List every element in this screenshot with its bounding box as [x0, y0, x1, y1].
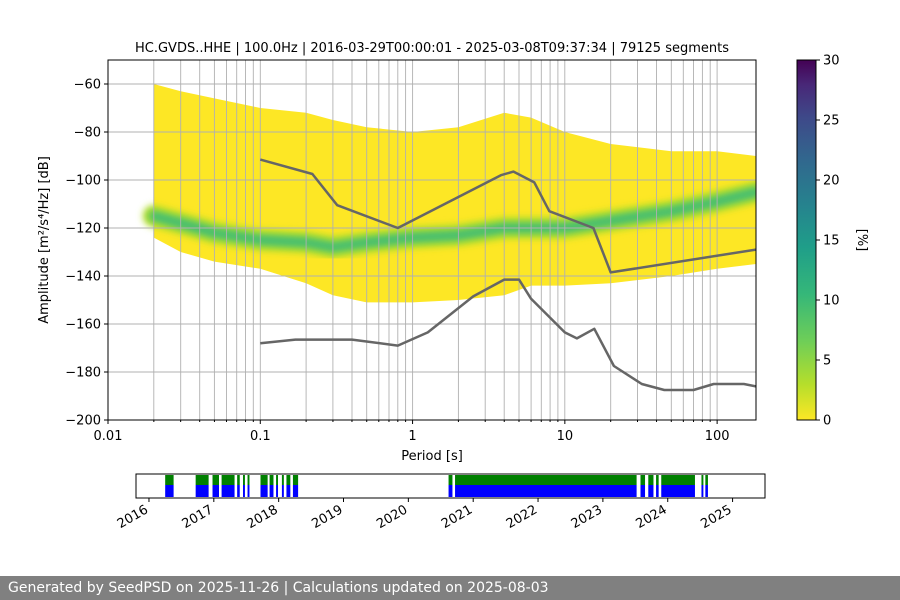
coverage-bar-top: [656, 475, 659, 485]
coverage-bar-bottom: [165, 485, 174, 497]
colorbar-tick-label: 25: [823, 114, 840, 129]
coverage-bar-bottom: [221, 485, 235, 497]
coverage-bar-bottom: [640, 485, 646, 497]
footer: Generated by SeedPSD on 2025-11-26 | Cal…: [0, 576, 900, 600]
year-tick-label: 2020: [374, 502, 410, 532]
year-tick-label: 2025: [698, 502, 734, 532]
x-tick-label: 0.1: [250, 429, 271, 444]
psd-mode-band: [151, 189, 756, 250]
coverage-bar-bottom: [237, 485, 240, 497]
chart-title: HC.GVDS..HHE | 100.0Hz | 2016-03-29T00:0…: [135, 41, 729, 56]
x-axis-label: Period [s]: [401, 449, 463, 464]
grid: [108, 60, 756, 420]
plot-frame: [107, 59, 757, 421]
coverage-bar-bottom: [648, 485, 654, 497]
y-tick-label: −60: [74, 78, 101, 93]
coverage-bar-top: [195, 475, 209, 485]
colorbar-tick-label: 15: [823, 234, 840, 249]
psd-density: [142, 84, 756, 303]
coverage-bar-bottom: [247, 485, 250, 497]
colorbar: [796, 59, 817, 421]
colorbar-tick-label: 20: [823, 174, 840, 189]
coverage-bar-top: [212, 475, 220, 485]
high-noise-model-line: [259, 158, 756, 274]
x-tick-label: 0.01: [94, 429, 123, 444]
coverage-bar-bottom: [286, 485, 291, 497]
coverage-bar-top: [221, 475, 235, 485]
coverage-bar-top: [705, 475, 708, 485]
y-tick-label: −180: [65, 366, 101, 381]
year-tick-label: 2017: [180, 502, 216, 532]
x-axis-ticks: 0.01 0.1 1 10 100: [94, 420, 730, 444]
coverage-bar-top: [286, 475, 291, 485]
coverage-bar-bottom: [269, 485, 274, 497]
y-tick-label: −80: [74, 126, 101, 141]
year-tick-label: 2018: [245, 502, 281, 532]
coverage-bar-bottom: [260, 485, 268, 497]
colorbar-tick-label: 5: [823, 354, 831, 369]
y-axis-ticks: −60 −80 −100 −120 −140 −160 −180 −200: [65, 78, 108, 429]
coverage-bar-bottom: [292, 485, 299, 497]
noise-model-lines: [259, 158, 756, 392]
coverage-bar-top: [247, 475, 250, 485]
coverage-bar-bottom: [212, 485, 220, 497]
year-tick-label: 2023: [569, 502, 605, 532]
year-tick-label: 2019: [309, 502, 345, 532]
colorbar-tick-label: 30: [823, 54, 840, 69]
coverage-bars: [165, 475, 708, 497]
coverage-bar-top: [269, 475, 274, 485]
coverage-bar-bottom: [701, 485, 704, 497]
coverage-bar-top: [292, 475, 299, 485]
plot-area: [108, 60, 756, 420]
coverage-year-ticks: 2016 2017 2018 2019 2020 2021 2022 2023 2024 2025: [115, 498, 735, 532]
colorbar-ticks: 0 5 10 15 20 25 30: [816, 54, 840, 429]
coverage-bar-bottom: [242, 485, 245, 497]
colorbar-tick-label: 0: [823, 414, 831, 429]
coverage-bar-top: [242, 475, 245, 485]
coverage-bar-bottom: [661, 485, 695, 497]
colorbar-tick-label: 10: [823, 294, 840, 309]
coverage-bar-bottom: [455, 485, 637, 497]
y-tick-label: −140: [65, 270, 101, 285]
coverage-bar-top: [260, 475, 268, 485]
year-tick-label: 2024: [634, 502, 670, 532]
coverage-bar-bottom: [656, 485, 659, 497]
coverage-bar-top: [165, 475, 174, 485]
coverage-bar-top: [661, 475, 695, 485]
coverage-bar-bottom: [448, 485, 453, 497]
low-noise-model-line: [260, 278, 756, 392]
x-tick-label: 1: [408, 429, 416, 444]
x-tick-label: 10: [557, 429, 574, 444]
coverage-bar-top: [701, 475, 704, 485]
coverage-bar-top: [281, 475, 284, 485]
y-tick-label: −200: [65, 414, 101, 429]
y-axis-label: Amplitude [m²/s⁴/Hz] [dB]: [37, 156, 52, 324]
psd-envelope: [153, 84, 756, 303]
y-tick-label: −120: [65, 222, 101, 237]
coverage-bar-top: [448, 475, 453, 485]
coverage-bar-top: [276, 475, 279, 485]
coverage-bar-bottom: [705, 485, 708, 497]
coverage-bar-bottom: [276, 485, 279, 497]
coverage-bar-top: [237, 475, 240, 485]
coverage-bar-top: [455, 475, 637, 485]
y-tick-label: −160: [65, 318, 101, 333]
x-tick-label: 100: [705, 429, 730, 444]
year-tick-label: 2016: [115, 502, 151, 532]
colorbar-label: [%]: [854, 229, 869, 252]
year-tick-label: 2021: [439, 502, 475, 532]
coverage-bar-top: [640, 475, 646, 485]
coverage-bar-bottom: [281, 485, 284, 497]
year-tick-label: 2022: [504, 502, 540, 532]
y-tick-label: −100: [65, 174, 101, 189]
coverage-bar-top: [648, 475, 654, 485]
coverage-bar-bottom: [195, 485, 209, 497]
